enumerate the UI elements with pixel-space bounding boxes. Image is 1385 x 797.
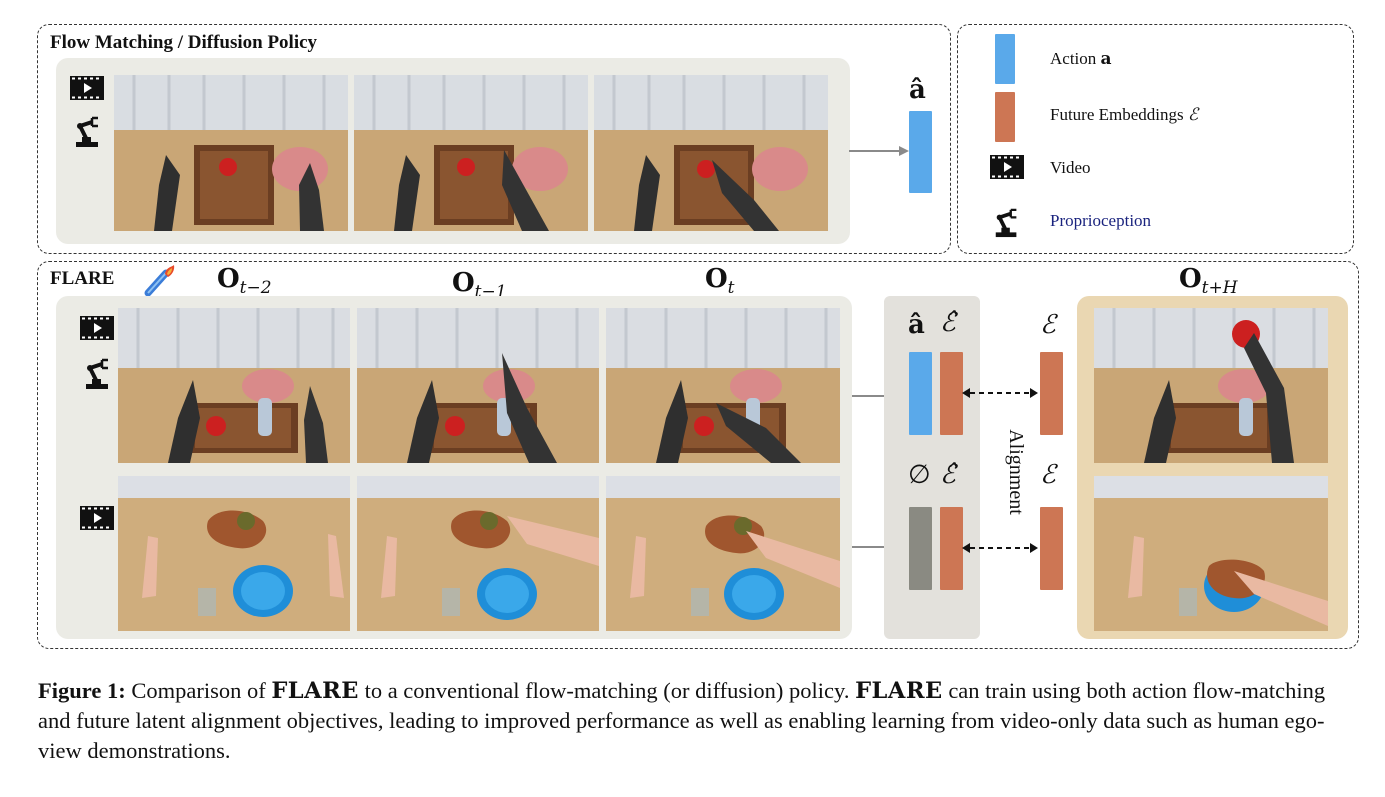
- torch-icon: [142, 263, 178, 297]
- top-frame-2: [354, 75, 588, 231]
- row1-future-hat-bar: [940, 352, 963, 435]
- legend-future-label: Future Embeddings ℰ: [1050, 105, 1199, 124]
- legend-action-swatch: [995, 34, 1015, 84]
- row2-future-label: ℰ: [1040, 460, 1056, 490]
- legend-action-label: Action a: [1050, 49, 1112, 69]
- row1-alignment-arrow: [960, 386, 1040, 400]
- future-robot-frame: [1094, 308, 1328, 463]
- flare-robot-frame-3: [606, 308, 840, 463]
- obs-label-t-plus-h: Ot+H: [1179, 264, 1238, 299]
- video-icon: [70, 76, 104, 100]
- flow-matching-panel: [37, 24, 951, 254]
- row1-action-bar: [909, 352, 932, 435]
- row1-future-label: ℰ: [1040, 310, 1056, 340]
- legend-panel: [957, 24, 1354, 254]
- row2-future-bar: [1040, 507, 1063, 590]
- legend-future-swatch: [995, 92, 1015, 142]
- flare-video-icon-row1: [80, 316, 114, 340]
- flow-matching-title: Flow Matching / Diffusion Policy: [50, 32, 318, 53]
- top-frame-1: [114, 75, 348, 231]
- legend-video-label: Video: [1050, 158, 1091, 177]
- row2-alignment-arrow: [960, 541, 1040, 555]
- flare-human-frame-1: [118, 476, 350, 631]
- flare-robot-frame-1: [118, 308, 350, 463]
- legend-proprioception-icon: [992, 208, 1022, 238]
- top-action-bar: [909, 111, 932, 193]
- row2-null-label: ∅: [908, 460, 931, 490]
- row2-future-hat-bar: [940, 507, 963, 590]
- legend-proprioception-label: Proprioception: [1050, 211, 1152, 230]
- future-human-frame: [1094, 476, 1328, 631]
- flare-title: FLARE: [50, 268, 115, 289]
- figure-caption: Figure 1: Comparison of FLARE to a conve…: [38, 678, 1326, 763]
- flare-robot-arm-icon: [82, 358, 114, 390]
- robot-arm-icon: [72, 116, 104, 148]
- flare-video-icon-row2: [80, 506, 114, 530]
- row2-future-hat-label: ℰ̂: [940, 460, 956, 490]
- top-arrow: [849, 144, 909, 158]
- obs-label-t-2: Ot−2: [217, 264, 272, 299]
- row1-future-bar: [1040, 352, 1063, 435]
- top-action-label: â: [909, 75, 926, 105]
- obs-label-t: Ot: [705, 264, 735, 299]
- caption-figure-label: Figure 1:: [38, 678, 126, 703]
- prediction-column: [884, 296, 980, 639]
- top-frame-3: [594, 75, 828, 231]
- flare-robot-frame-2: [357, 308, 599, 463]
- legend-video-icon: [990, 155, 1024, 179]
- alignment-label: Alignment: [1005, 429, 1027, 515]
- flare-human-frame-3: [606, 476, 840, 631]
- flare-panel: [37, 261, 1359, 649]
- row1-future-hat-label: ℰ̂: [940, 308, 956, 338]
- row2-null-bar: [909, 507, 932, 590]
- row1-action-label: â: [908, 310, 925, 340]
- flare-human-frame-2: [357, 476, 599, 631]
